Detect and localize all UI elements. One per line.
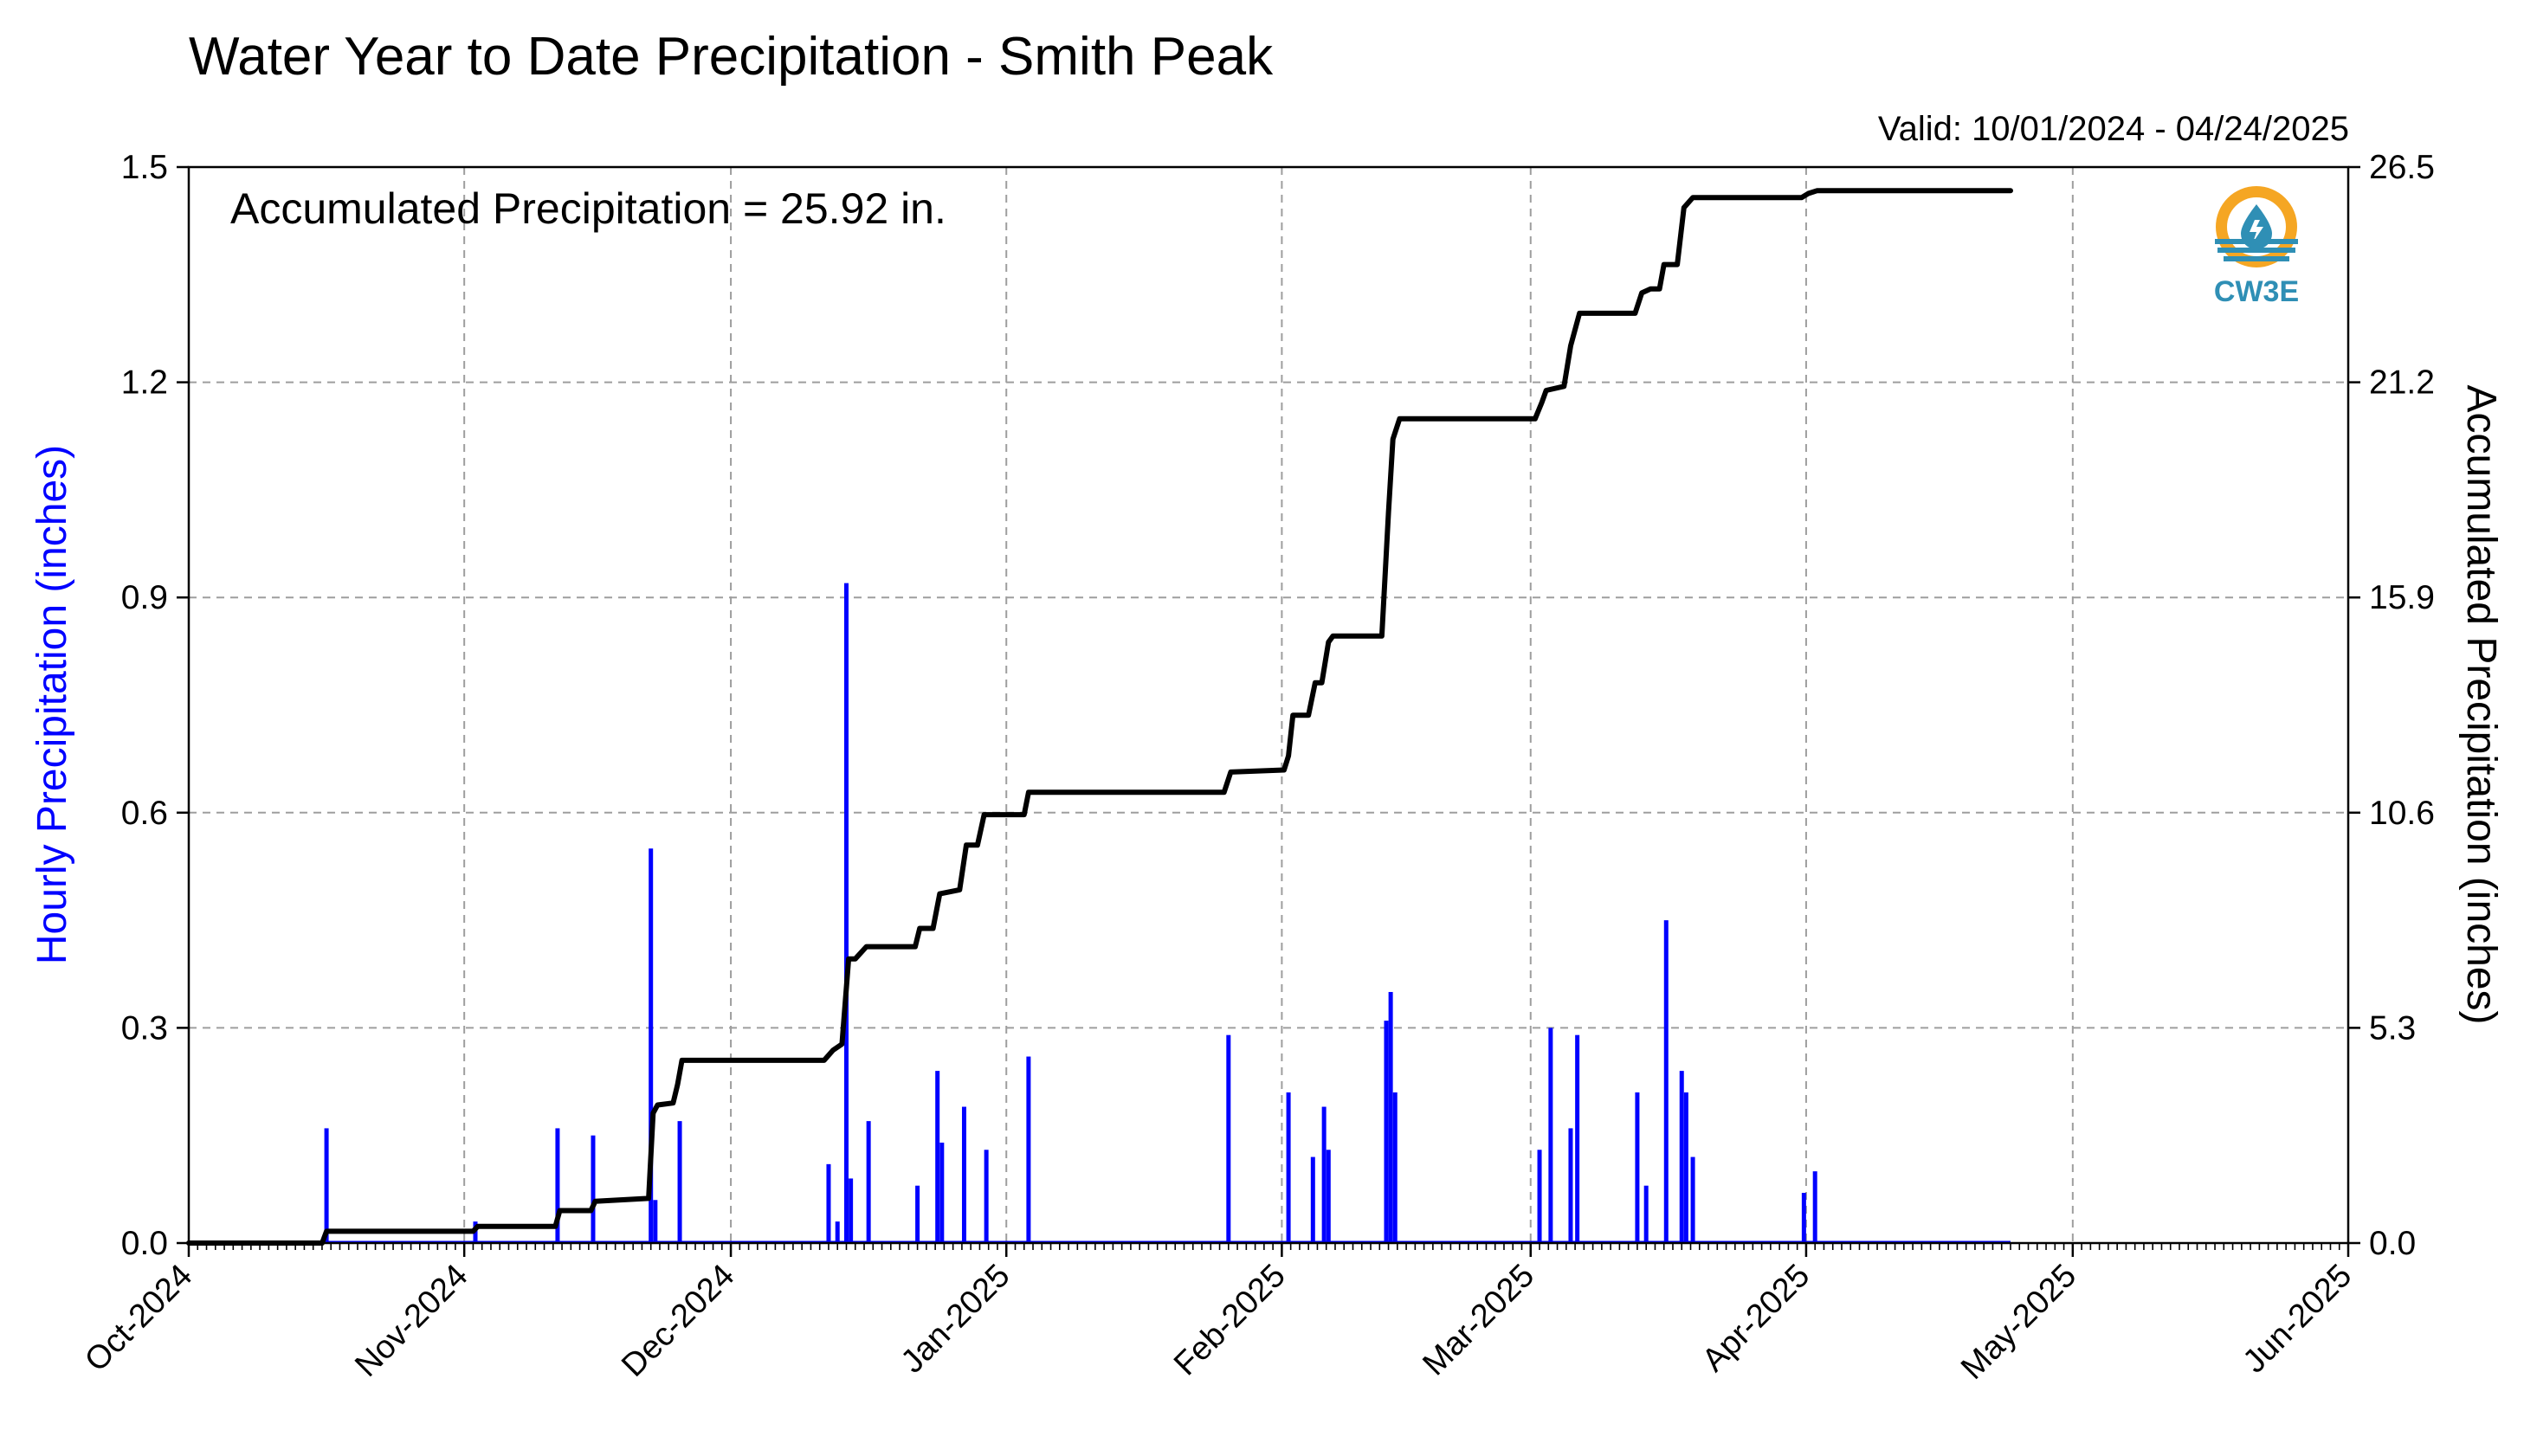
hourly-bar (1321, 1106, 1327, 1243)
hourly-bar (677, 1121, 682, 1243)
cw3e-logo: CW3E (2214, 186, 2299, 308)
hourly-bar (1643, 1185, 1649, 1243)
hourly-bar (826, 1163, 831, 1243)
accumulated-total-label: Accumulated Precipitation = 25.92 in. (230, 184, 946, 233)
hourly-bar (653, 1200, 658, 1243)
hourly-bar (1392, 1092, 1398, 1243)
hourly-bar (849, 1178, 854, 1243)
hourly-bar (1812, 1171, 1817, 1243)
hourly-bar (1575, 1034, 1580, 1243)
chart-title: Water Year to Date Precipitation - Smith… (189, 27, 1274, 87)
accumulated-line (186, 188, 2013, 1246)
plot-frame (187, 165, 2350, 1245)
y-tick-label: 0.3 (121, 1009, 168, 1047)
hourly-bar (1683, 1092, 1688, 1243)
y-right-tick-label: 0.0 (2369, 1225, 2416, 1262)
y-tick-label: 0.6 (121, 795, 168, 832)
hourly-bar (649, 848, 654, 1243)
y-right-tick-label: 5.3 (2369, 1009, 2416, 1047)
hourly-bar (935, 1071, 940, 1243)
hourly-bar (1663, 920, 1669, 1243)
hourly-bar (591, 1135, 596, 1243)
hourly-bar (1226, 1034, 1231, 1243)
hourly-bar (866, 1121, 871, 1243)
hourly-bar (1548, 1028, 1553, 1243)
hourly-bar (1026, 1056, 1031, 1243)
y-right-tick-label: 21.2 (2369, 364, 2435, 402)
y-tick-label: 0.0 (121, 1225, 168, 1262)
y-tick-label: 0.9 (121, 579, 168, 616)
hourly-bar (1801, 1192, 1806, 1243)
y-right-tick-label: 26.5 (2369, 149, 2435, 186)
hourly-bar (1326, 1150, 1331, 1243)
hourly-bar (324, 1128, 329, 1243)
hourly-bar (1388, 991, 1393, 1243)
hourly-bar (1384, 1021, 1389, 1243)
y-tick-label: 1.5 (121, 149, 168, 186)
hourly-bar (835, 1221, 840, 1243)
hourly-bar (939, 1142, 945, 1243)
y-right-tick-label: 10.6 (2369, 795, 2435, 832)
valid-range: Valid: 10/01/2024 - 04/24/2025 (1878, 110, 2349, 148)
hourly-bar (984, 1150, 989, 1243)
y-axis-right-label: Accumulated Precipitation (inches) (2458, 384, 2504, 1024)
hourly-bar (1635, 1092, 1640, 1243)
hourly-bar (915, 1185, 920, 1243)
accumulated-line-group (186, 188, 2013, 1246)
y-axis-left-label: Hourly Precipitation (inches) (29, 445, 75, 964)
hourly-bar (1537, 1150, 1542, 1243)
hourly-bar (555, 1128, 560, 1243)
y-right-tick-label: 15.9 (2369, 579, 2435, 616)
hourly-bar (843, 583, 849, 1243)
logo-text: CW3E (2214, 275, 2299, 308)
hourly-bar (1679, 1071, 1684, 1243)
hourly-bar (1310, 1156, 1315, 1243)
hourly-bar (1690, 1156, 1695, 1243)
hourly-bar (1568, 1128, 1573, 1243)
hourly-bar (1286, 1092, 1291, 1243)
y-tick-label: 1.2 (121, 364, 168, 402)
hourly-bar (961, 1106, 966, 1243)
